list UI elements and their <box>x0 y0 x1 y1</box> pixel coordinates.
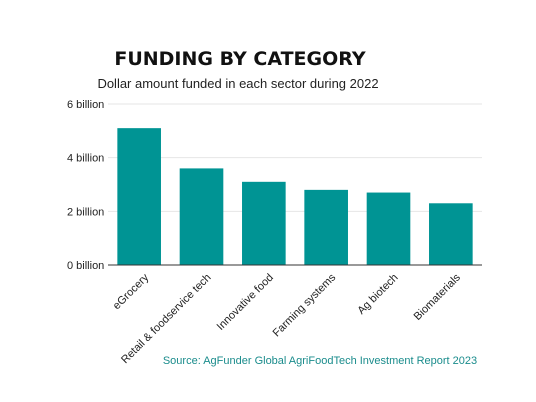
bar <box>179 168 224 265</box>
x-tick-label: eGrocery <box>111 271 152 312</box>
chart-subtitle: Dollar amount funded in each sector duri… <box>97 76 378 91</box>
source-note: Source: AgFunder Global AgriFoodTech Inv… <box>163 355 477 367</box>
bar <box>429 203 473 265</box>
y-tick-label: 0 billion <box>67 260 104 272</box>
bar <box>304 189 348 265</box>
y-tick-label: 6 billion <box>67 99 104 111</box>
bar <box>117 128 161 265</box>
bar <box>242 181 286 265</box>
bars <box>117 128 473 265</box>
x-tick-label: Ag biotech <box>355 272 400 317</box>
chart-title: FUNDING BY CATEGORY <box>114 48 366 70</box>
x-tick-label: Farming systems <box>271 271 339 339</box>
x-tick-label: Innovative food <box>215 272 276 333</box>
y-tick-label: 2 billion <box>67 206 104 218</box>
x-tick-label: Biomaterials <box>412 271 464 323</box>
y-axis-ticks: 0 billion 2 billion 4 billion 6 billion <box>67 99 104 272</box>
gridlines <box>108 103 482 212</box>
y-tick-label: 4 billion <box>67 153 104 165</box>
bar <box>366 192 411 265</box>
